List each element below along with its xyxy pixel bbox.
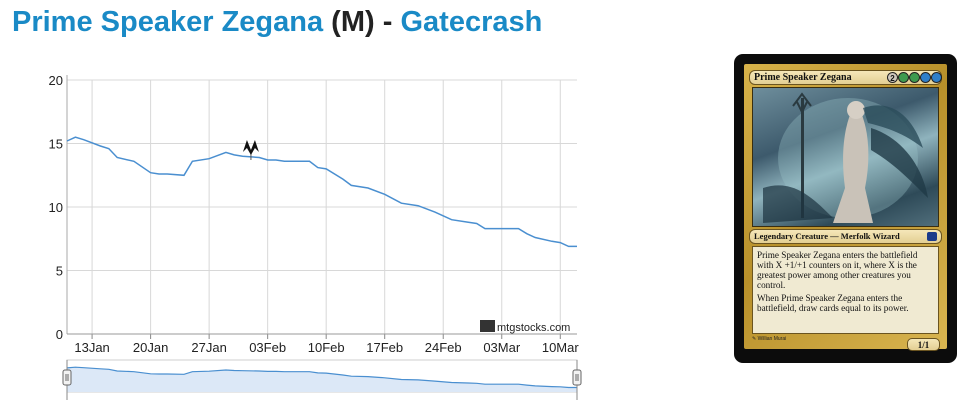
x-tick-label: 17Feb — [366, 340, 403, 355]
card-text-box: Prime Speaker Zegana enters the battlefi… — [752, 246, 939, 334]
mana-symbol-icon — [931, 72, 942, 83]
y-tick-label: 15 — [49, 137, 63, 152]
mana-symbol-icon — [898, 72, 909, 83]
card-name-bar: Prime Speaker Zegana 2 — [749, 70, 942, 85]
set-name-link[interactable]: Gatecrash — [400, 6, 543, 38]
mana-symbol-icon — [909, 72, 920, 83]
x-tick-label: 20Jan — [133, 340, 168, 355]
x-tick-label: 03Feb — [249, 340, 286, 355]
y-tick-label: 20 — [49, 73, 63, 88]
mana-symbol-icon — [920, 72, 931, 83]
navigator-left-handle[interactable] — [62, 369, 72, 386]
paintbrush-icon: ✎ — [752, 336, 758, 342]
title-separator: - — [382, 6, 393, 38]
card-type-bar: Legendary Creature — Merfolk Wizard — [749, 229, 942, 244]
chart-series — [66, 136, 577, 248]
y-tick-label: 0 — [56, 327, 63, 342]
card-art — [752, 87, 939, 227]
chart-grid — [67, 79, 577, 335]
x-tick-label: 24Feb — [425, 340, 462, 355]
chart-annotations — [242, 140, 259, 161]
card-name-link[interactable]: Prime Speaker Zegana — [12, 6, 324, 38]
card-frame: Prime Speaker Zegana 2 Legendary Creatur… — [744, 64, 947, 351]
x-tick-label: 13Jan — [74, 340, 109, 355]
gatecrash-set-icon — [242, 140, 259, 156]
mana-symbol-icon: 2 — [887, 72, 898, 83]
navigator-right-handle[interactable] — [572, 369, 582, 386]
card-artist: ✎ Willian Murai — [752, 336, 787, 342]
x-tick-label: 10Feb — [308, 340, 345, 355]
mtgstocks-logo-icon — [480, 320, 495, 332]
y-tick-label: 5 — [56, 264, 63, 279]
card-image: Prime Speaker Zegana 2 Legendary Creatur… — [734, 54, 957, 363]
card-art-illustration — [763, 92, 928, 223]
chart-navigator[interactable] — [62, 359, 582, 400]
navigator-area — [67, 367, 577, 392]
page-title: Prime Speaker Zegana (M) - Gatecrash — [12, 6, 542, 39]
y-tick-label: 10 — [49, 200, 63, 215]
card-power-toughness: 1/1 — [907, 338, 940, 351]
x-tick-label: 03Mar — [483, 340, 521, 355]
card-type-line: Legendary Creature — Merfolk Wizard — [754, 231, 900, 241]
x-tick-label: 27Jan — [191, 340, 226, 355]
chart-watermark: mtgstocks.com — [480, 320, 570, 334]
set-symbol-icon — [927, 232, 937, 241]
price-line — [66, 136, 577, 248]
card-rules-text-1: Prime Speaker Zegana enters the battlefi… — [757, 250, 918, 290]
x-tick-label: 10Mar — [542, 340, 580, 355]
price-history-chart: 0 5 10 15 20 13Jan 20Jan 27Jan 03Feb 10Feb 17Feb 24… — [49, 73, 582, 400]
chart-axes: 0 5 10 15 20 13Jan 20Jan 27Jan 03Feb 10Feb 17Feb 24… — [49, 73, 580, 355]
card-rules-text-2: When Prime Speaker Zegana enters the bat… — [757, 293, 909, 313]
navigator-line — [66, 366, 577, 389]
card-image-name: Prime Speaker Zegana — [754, 72, 852, 83]
rarity-label: (M) — [331, 6, 375, 38]
watermark-text: mtgstocks.com — [497, 322, 570, 334]
set-release-flag — [242, 140, 259, 161]
